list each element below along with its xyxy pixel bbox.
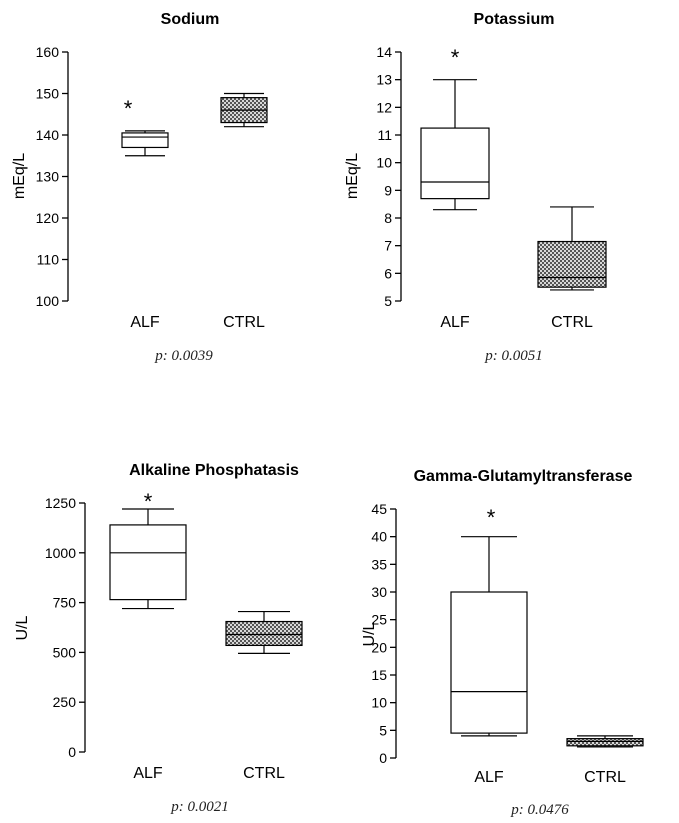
box-alf: [121, 132, 169, 149]
box-ctrl: [537, 240, 607, 288]
category-label: ALF: [474, 769, 504, 786]
chart-panel-1: Sodium mEq/L 100 110 120 130 140 150 160 ALF * CTRL…: [11, 11, 268, 364]
y-tick-label: 140: [36, 127, 60, 143]
category-label: ALF: [130, 314, 160, 331]
y-tick-label: 160: [36, 44, 60, 60]
y-tick-label: 10: [371, 695, 387, 711]
category-label: CTRL: [223, 314, 265, 331]
y-tick-label: 15: [371, 667, 387, 683]
y-tick-label: 750: [53, 595, 77, 611]
significance-marker: *: [124, 96, 133, 121]
significance-marker: *: [487, 505, 496, 530]
y-tick-label: 20: [371, 639, 387, 655]
category-label: CTRL: [551, 314, 593, 331]
category-label: ALF: [133, 765, 163, 782]
significance-marker: *: [451, 45, 460, 70]
y-tick-label: 1250: [45, 495, 76, 511]
y-tick-label: 100: [36, 293, 60, 309]
y-tick-label: 110: [37, 252, 60, 268]
y-tick-label: 130: [36, 169, 60, 185]
category-label: CTRL: [584, 769, 626, 786]
y-tick-label: 250: [53, 694, 77, 710]
y-axis-label: mEq/L: [11, 153, 28, 199]
y-tick-label: 25: [371, 612, 387, 628]
y-tick-label: 13: [376, 72, 392, 88]
chart-title: Gamma-Glutamyltransferase: [414, 468, 633, 485]
box-alf: [420, 127, 490, 200]
y-tick-label: 6: [384, 265, 392, 281]
y-tick-label: 12: [376, 99, 392, 115]
y-tick-label: 10: [376, 155, 392, 171]
y-tick-label: 5: [384, 293, 392, 309]
y-tick-label: 14: [376, 44, 392, 60]
y-tick-label: 0: [68, 744, 76, 760]
chart-title: Sodium: [161, 11, 220, 28]
y-axis-label: U/L: [14, 615, 31, 640]
y-tick-label: 120: [36, 210, 60, 226]
p-value-label: p: 0.0476: [510, 802, 569, 818]
y-tick-label: 45: [371, 501, 387, 517]
y-tick-label: 30: [371, 584, 387, 600]
y-tick-label: 0: [379, 750, 387, 766]
y-tick-label: 35: [371, 556, 387, 572]
y-tick-label: 11: [377, 127, 392, 143]
box-alf: [450, 591, 528, 734]
chart-panel-4: Gamma-Glutamyltransferase U/L 0 5 10 15 20 25 30…: [361, 468, 644, 818]
p-value-label: p: 0.0021: [170, 799, 229, 815]
y-axis-label: mEq/L: [344, 153, 361, 199]
y-tick-label: 150: [36, 86, 60, 102]
y-axis-label: U/L: [361, 621, 378, 646]
y-tick-label: 5: [379, 722, 387, 738]
y-tick-label: 40: [371, 529, 387, 545]
chart-panel-2: Potassium mEq/L 5 6 7 8 9 10 11 12 13 14 ALF * CTRL p: …: [344, 11, 607, 364]
p-value-label: p: 0.0051: [484, 348, 543, 364]
chart-title: Alkaline Phosphatasis: [129, 462, 299, 479]
box-alf: [109, 524, 187, 601]
p-value-label: p: 0.0039: [154, 348, 213, 364]
significance-marker: *: [144, 489, 153, 514]
category-label: ALF: [440, 314, 470, 331]
box-ctrl: [566, 738, 644, 747]
y-tick-label: 8: [384, 210, 392, 226]
category-label: CTRL: [243, 765, 285, 782]
y-tick-label: 500: [53, 644, 77, 660]
chart-panel-3: Alkaline Phosphatasis U/L 0 250 500 750 1000 12…: [14, 462, 303, 815]
y-tick-label: 1000: [45, 545, 76, 561]
y-tick-label: 7: [384, 238, 392, 254]
chart-title: Potassium: [474, 11, 555, 28]
y-tick-label: 9: [384, 182, 392, 198]
box-ctrl: [225, 620, 303, 647]
